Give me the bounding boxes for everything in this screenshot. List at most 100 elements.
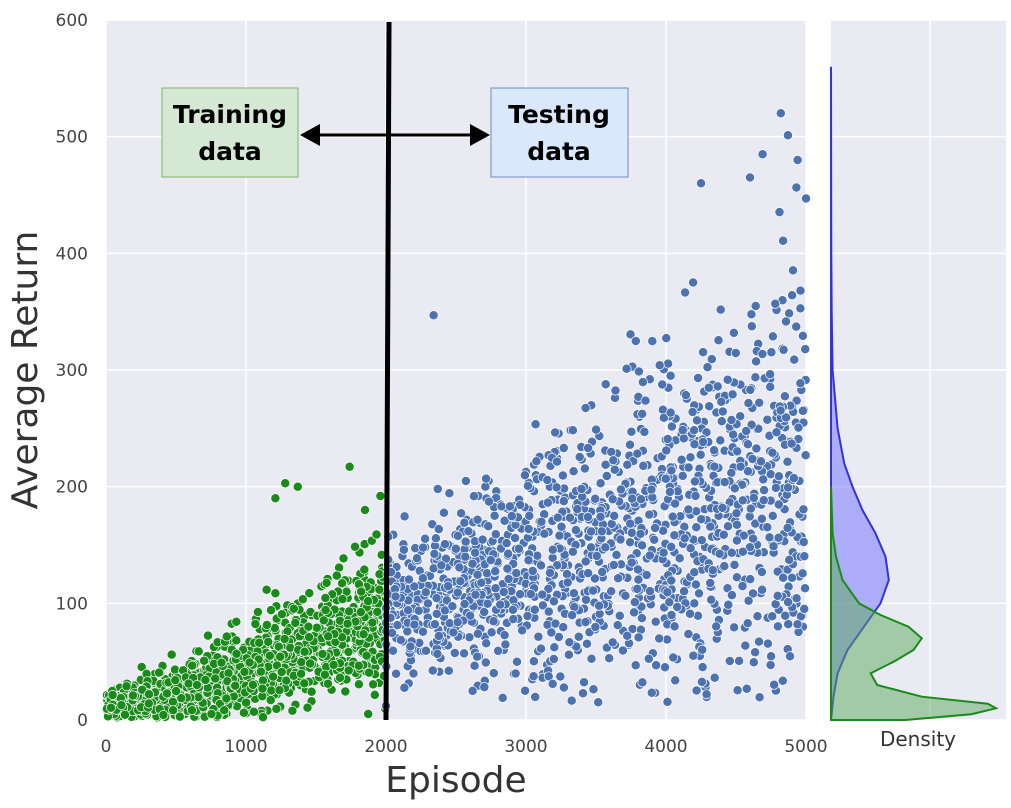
testing-point: [787, 572, 797, 583]
testing-point: [765, 381, 776, 392]
testing-point: [709, 672, 720, 683]
testing-point: [731, 508, 742, 519]
testing-point: [690, 579, 701, 590]
testing-point: [787, 290, 798, 301]
training-point: [248, 706, 259, 717]
testing-point: [729, 622, 740, 633]
testing-point: [432, 484, 443, 494]
training-point: [270, 588, 281, 599]
testing-point: [791, 182, 802, 193]
testing-point: [626, 557, 637, 568]
testing-point: [430, 533, 441, 544]
testing-point: [537, 589, 548, 600]
testing-point: [553, 632, 564, 642]
testing-point: [742, 439, 753, 450]
testing-point: [696, 676, 707, 687]
testing-point: [689, 439, 700, 450]
training-point: [343, 665, 354, 676]
testing-point: [752, 611, 763, 622]
testing-point: [626, 426, 637, 437]
training-point: [276, 667, 287, 677]
training-point: [107, 690, 118, 700]
training-point: [203, 630, 213, 641]
testing-point: [726, 590, 737, 601]
training-point: [323, 678, 333, 689]
testing-point: [530, 692, 541, 702]
testing-point: [422, 598, 433, 609]
training-point: [296, 657, 307, 668]
testing-point: [496, 501, 507, 512]
testing-point: [499, 630, 510, 641]
testing-point: [613, 573, 624, 584]
testing-point: [712, 381, 723, 392]
testing-point: [697, 644, 708, 655]
testing-point: [723, 599, 734, 610]
density-grid-lines: [831, 19, 1006, 721]
testing-point: [729, 483, 740, 494]
testing-point: [666, 575, 677, 586]
testing-point: [501, 538, 512, 549]
testing-point: [748, 588, 758, 599]
testing-point: [625, 518, 636, 529]
testing-point: [660, 473, 671, 484]
testing-point: [399, 682, 410, 693]
testing-point: [758, 474, 769, 485]
testing-point: [693, 610, 703, 621]
testing-point: [444, 488, 455, 499]
testing-point: [469, 660, 480, 671]
testing-point: [741, 683, 752, 694]
testing-point: [452, 530, 463, 541]
testing-point: [799, 551, 810, 562]
testing-point: [546, 627, 557, 638]
testing-point: [456, 508, 467, 519]
testing-point: [558, 622, 569, 633]
testing-point: [479, 682, 490, 693]
testing-point: [713, 335, 724, 346]
testing-point: [660, 662, 670, 673]
training-point: [296, 668, 307, 679]
training-point: [299, 646, 310, 657]
testing-point: [797, 568, 808, 579]
testing-point: [481, 638, 492, 649]
testing-point: [766, 347, 777, 358]
testing-point: [765, 660, 776, 670]
training-point: [161, 688, 172, 699]
testing-point: [588, 585, 599, 596]
testing-point: [677, 425, 688, 436]
testing-outlier-point: [757, 149, 768, 160]
testing-point: [627, 493, 638, 504]
testing-point: [600, 542, 611, 553]
testing-point: [409, 619, 420, 630]
testing-point: [690, 490, 701, 501]
testing-point: [770, 298, 781, 309]
testing-point: [679, 533, 690, 544]
testing-point: [689, 598, 700, 609]
testing-point: [719, 477, 730, 488]
training-point: [337, 594, 348, 605]
testing-point: [591, 551, 602, 561]
testing-point: [731, 519, 742, 530]
training-point: [257, 683, 268, 694]
testing-point: [688, 277, 699, 288]
testing-point: [726, 547, 737, 558]
testing-point: [432, 648, 443, 659]
training-point: [199, 655, 210, 666]
testing-point: [395, 635, 406, 645]
training-point: [252, 607, 263, 617]
testing-point: [573, 631, 584, 642]
testing-point: [476, 577, 487, 588]
testing-point: [767, 447, 778, 458]
testing-point: [754, 692, 765, 703]
testing-point: [782, 456, 793, 467]
testing-point: [489, 510, 500, 521]
testing-point: [539, 528, 550, 539]
testing-point: [523, 524, 534, 534]
x-tick-label: 5000: [784, 737, 827, 757]
training-outlier-point: [360, 505, 370, 515]
training-point: [254, 637, 265, 648]
training-point: [287, 705, 298, 716]
testing-point: [552, 456, 562, 467]
testing-point: [600, 459, 611, 470]
testing-point: [536, 516, 547, 527]
testing-point: [661, 333, 672, 344]
